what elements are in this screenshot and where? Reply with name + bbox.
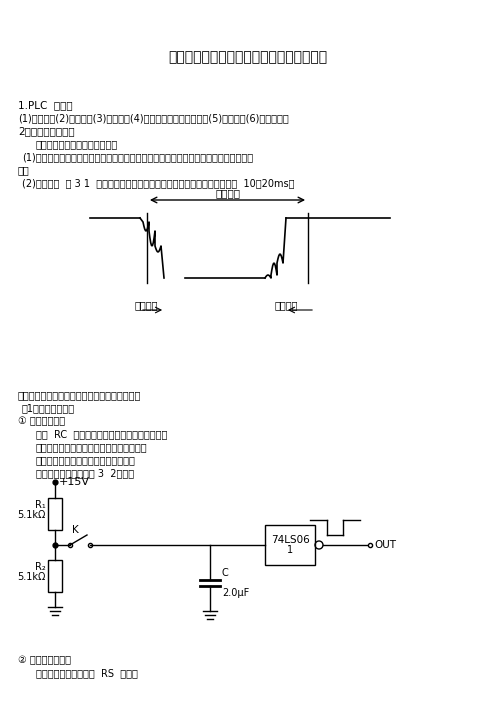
Text: 后沿抖动: 后沿抖动 — [275, 300, 299, 310]
Text: 只要选择好时间常数，就能在接键抖动信号: 只要选择好时间常数，就能在接键抖动信号 — [36, 442, 148, 452]
Text: 2.0μF: 2.0μF — [222, 588, 249, 598]
Text: 利用  RC  积分电路对于干扰脉冲的吸收作用，: 利用 RC 积分电路对于干扰脉冲的吸收作用， — [36, 429, 167, 439]
Text: 5.1kΩ: 5.1kΩ — [18, 572, 46, 582]
Text: ② 双稳态防抖电路: ② 双稳态防抖电路 — [18, 655, 71, 665]
Text: 5.1kΩ: 5.1kΩ — [18, 510, 46, 520]
Text: (2)其波形如  图 3 1  所示。抖动过程的长短由按键的机械特性决定，一般为  10～20ms。: (2)其波形如 图 3 1 所示。抖动过程的长短由按键的机械特性决定，一般为 1… — [22, 178, 295, 188]
Text: (1)由于机械触点的弹性作用，一个按键开关在闭合及断开的瞬间必然伴随有一连串的抖: (1)由于机械触点的弹性作用，一个按键开关在闭合及断开的瞬间必然伴随有一连串的抖 — [22, 152, 253, 162]
Bar — [48, 560, 62, 592]
Bar — [265, 525, 315, 565]
Text: 2．按键防抖动技术: 2．按键防抖动技术 — [18, 126, 74, 136]
Text: ① 滤波防抖电路: ① 滤波防抖电路 — [18, 416, 65, 426]
Text: （1）硬件防抖技术: （1）硬件防抖技术 — [22, 403, 75, 413]
Text: 键被按下: 键被按下 — [215, 188, 240, 198]
Text: 1: 1 — [287, 545, 293, 555]
Text: (1)可靠性高(2)编程容易(3)组合灵活(4)输入／输出功能模块齐全(5)安装方便(6)运行速度快: (1)可靠性高(2)编程容易(3)组合灵活(4)输入／输出功能模块齐全(5)安装… — [18, 113, 289, 123]
Text: 可以从硬件及软件两方面排除抖动的影响解决。: 可以从硬件及软件两方面排除抖动的影响解决。 — [18, 390, 141, 400]
Text: 微型计算机控制技术资料（潘新民第二版）: 微型计算机控制技术资料（潘新民第二版） — [169, 50, 327, 64]
Text: 前沿抖动: 前沿抖动 — [135, 300, 159, 310]
Text: K: K — [71, 525, 78, 535]
Text: +15V: +15V — [59, 477, 90, 487]
Text: 动。: 动。 — [18, 165, 30, 175]
Text: 滤波防抖电路图，如图 3  2所示。: 滤波防抖电路图，如图 3 2所示。 — [36, 468, 134, 478]
Text: 通过此滤波电路时，消除抖动的影响。: 通过此滤波电路时，消除抖动的影响。 — [36, 455, 136, 465]
Text: 用两个与非门构成一个  RS  触发器: 用两个与非门构成一个 RS 触发器 — [36, 668, 138, 678]
Text: R₁: R₁ — [35, 500, 46, 510]
Text: C: C — [222, 568, 229, 578]
Text: R₂: R₂ — [35, 562, 46, 572]
Text: OUT: OUT — [374, 540, 396, 550]
Text: 1.PLC  的特点: 1.PLC 的特点 — [18, 100, 72, 110]
Text: 74LS06: 74LS06 — [271, 535, 310, 545]
Text: 对于采用机械弹性开关的键盘：: 对于采用机械弹性开关的键盘： — [36, 139, 118, 149]
Bar — [48, 498, 62, 530]
